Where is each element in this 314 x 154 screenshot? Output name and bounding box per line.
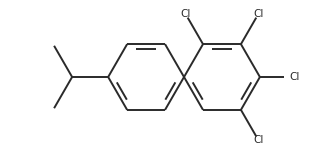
Text: Cl: Cl	[290, 72, 300, 82]
Text: Cl: Cl	[253, 9, 263, 19]
Text: Cl: Cl	[181, 9, 191, 19]
Text: Cl: Cl	[253, 135, 263, 145]
